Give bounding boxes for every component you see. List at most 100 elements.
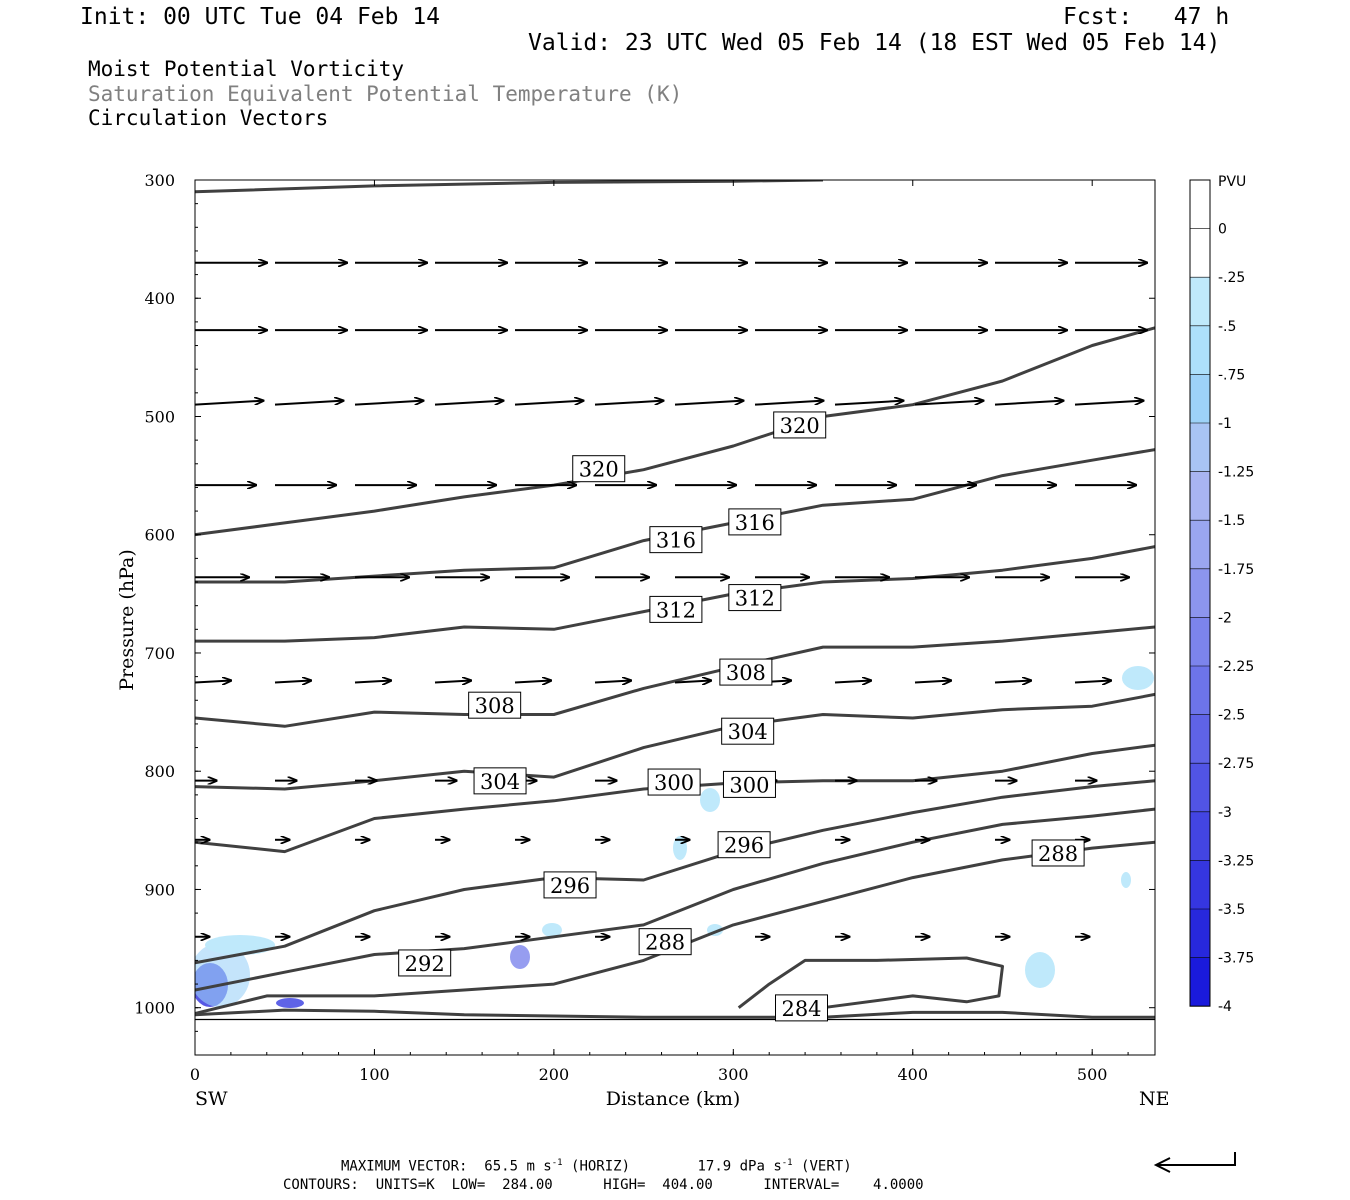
colorbar-label: -2.5 xyxy=(1218,708,1245,724)
plot-frame xyxy=(194,179,1156,1056)
y-tick-label: 600 xyxy=(144,526,175,545)
contour-320 xyxy=(195,180,824,194)
colorbar-cell xyxy=(1190,277,1210,326)
contour-label-box xyxy=(775,994,829,1022)
x-tick-label: 200 xyxy=(539,1065,570,1084)
contour-label-box xyxy=(721,717,775,745)
pv-blob xyxy=(205,935,275,955)
vector-arrow xyxy=(1074,401,1143,406)
colorbar-cell xyxy=(1190,374,1210,423)
init-time: Init: 00 UTC Tue 04 Feb 14 xyxy=(80,4,441,30)
pv-blob xyxy=(542,923,562,937)
vector-arrow xyxy=(914,681,951,683)
contour-label-box xyxy=(473,767,527,795)
contour-312 xyxy=(195,545,1155,643)
y-axis-label: Pressure (hPa) xyxy=(116,549,138,691)
contour-label-box xyxy=(728,508,782,536)
contour-label-box xyxy=(543,871,597,899)
x-tick-label: 100 xyxy=(359,1065,390,1084)
vector-arrow xyxy=(1074,681,1111,683)
contour-308 xyxy=(195,625,1155,728)
contour-label-320: 320 xyxy=(579,458,619,482)
colorbar-label: -1 xyxy=(1218,416,1232,432)
contour-304 xyxy=(195,692,1155,791)
max-vector-label: MAXIMUM VECTOR: xyxy=(341,1158,468,1175)
vert-value: 17.9 dPa s xyxy=(697,1158,782,1175)
contour-label-320: 320 xyxy=(780,414,820,438)
contour-label-box xyxy=(722,770,776,798)
contour-label-box xyxy=(649,526,703,554)
vector-arrow xyxy=(354,681,391,683)
contour-label-box xyxy=(717,831,771,859)
y-tick-label: 1000 xyxy=(134,999,175,1018)
contour-320 xyxy=(195,326,1155,537)
contour-292 xyxy=(195,807,1155,992)
contour-label-box xyxy=(719,658,773,686)
colorbar-label: -1.5 xyxy=(1218,513,1245,529)
colorbar-label: -3.75 xyxy=(1218,951,1254,967)
contour-label-304: 304 xyxy=(480,770,520,794)
vector-arrow xyxy=(274,401,343,406)
vector-arrow xyxy=(274,681,311,683)
colorbar-cell xyxy=(1190,666,1210,715)
colorbar-label: -2.25 xyxy=(1218,659,1254,675)
colorbar-label: -1.75 xyxy=(1218,562,1254,578)
vector-arrow xyxy=(834,401,903,406)
contour-label-box xyxy=(1031,839,1085,867)
pv-blob xyxy=(700,788,720,812)
y-tick-label: 800 xyxy=(144,762,175,781)
contour-label-box xyxy=(572,455,626,483)
contour-label-box xyxy=(468,691,522,719)
title-vectors: Circulation Vectors xyxy=(88,106,329,130)
pv-blob xyxy=(1122,666,1154,690)
colorbar-cell xyxy=(1190,763,1210,812)
y-tick-label: 500 xyxy=(144,407,175,426)
colorbar-label: 0 xyxy=(1218,222,1227,238)
y-tick-label: 400 xyxy=(144,289,175,308)
reference-vector xyxy=(1153,1152,1236,1173)
contour-label-300: 300 xyxy=(654,771,694,795)
vector-arrow xyxy=(914,401,983,406)
vector-arrow xyxy=(354,401,423,406)
contour-label-304: 304 xyxy=(728,720,768,744)
pv-colorbar: 0 -.25 -.5 -.75 -1 -1.25 -1.5 -1.75 -2 -2.25 -2.5 -… xyxy=(1189,179,1254,1015)
vector-arrow xyxy=(834,681,871,683)
colorbar-cell xyxy=(1190,423,1210,472)
vector-arrow xyxy=(994,681,1031,683)
contour-label-box xyxy=(728,584,782,612)
contour-labels: 320 320 316 316 312 312 308 308 304 304 300 300 296 2… xyxy=(398,411,1085,1022)
contour-288 xyxy=(195,840,1155,1016)
colorbar-unit: PVU xyxy=(1218,174,1246,190)
contour-label-312: 312 xyxy=(735,587,775,611)
contour-label-308: 308 xyxy=(475,694,515,718)
contour-label-box xyxy=(638,928,692,956)
vector-arrow xyxy=(994,401,1063,406)
colorbar-label: -1.25 xyxy=(1218,465,1254,481)
colorbar-cell xyxy=(1190,325,1210,375)
contour-label-box xyxy=(649,595,703,623)
colorbar-cell xyxy=(1190,228,1210,278)
axes: 0 100 200 300 400 500 300 400 500 600 700 800 900 100… xyxy=(134,171,1155,1084)
vector-arrow xyxy=(674,401,743,406)
colorbar-cell xyxy=(1190,714,1210,764)
colorbar-cell xyxy=(1190,568,1210,618)
contour-label-box xyxy=(773,411,827,439)
colorbar-label: -3.5 xyxy=(1218,902,1245,918)
contour-284 xyxy=(195,1008,1155,1019)
valid-time: Valid: 23 UTC Wed 05 Feb 14 (18 EST Wed … xyxy=(528,30,1221,56)
y-tick-label: 700 xyxy=(144,644,175,663)
max-vector-line: MAXIMUM VECTOR: 65.5 m s-1 (HORIZ) 17.9 … xyxy=(341,1158,852,1175)
vector-arrow xyxy=(195,401,263,406)
colorbar-cell xyxy=(1190,471,1210,521)
colorbar-label: -.5 xyxy=(1218,319,1236,335)
colorbar-cell xyxy=(1190,909,1210,958)
vector-arrow xyxy=(594,401,663,406)
x-tick-label: 500 xyxy=(1077,1065,1108,1084)
contour-label-300: 300 xyxy=(729,773,769,797)
y-tick-label: 900 xyxy=(144,880,175,899)
contour-label-292: 292 xyxy=(405,952,445,976)
vector-arrow xyxy=(754,401,823,406)
colorbar-label: -3 xyxy=(1218,805,1232,821)
contour-label-312: 312 xyxy=(656,598,696,622)
x-tick-label: 300 xyxy=(718,1065,749,1084)
